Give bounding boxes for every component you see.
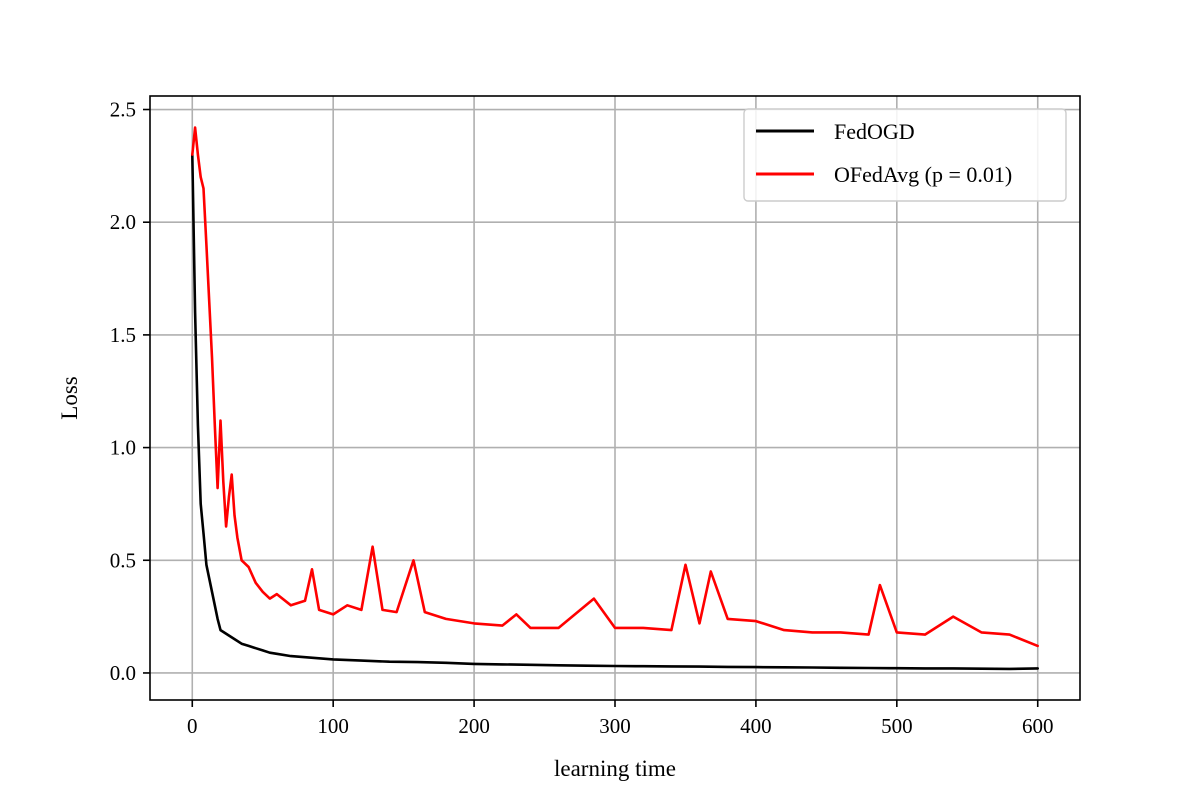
y-tick-label: 1.0 <box>110 436 136 460</box>
x-tick-label: 0 <box>187 714 198 738</box>
legend: FedOGD OFedAvg (p = 0.01) <box>743 108 1067 202</box>
series-line-ofedavg <box>191 126 1039 648</box>
x-tick-label: 500 <box>881 714 913 738</box>
axis-ticks: 0 100 200 300 400 500 600 0.0 0.5 1.0 1.5 2.0 2.5 <box>110 98 1054 738</box>
x-tick-label: 600 <box>1022 714 1054 738</box>
legend-label-ofedavg: OFedAvg (p = 0.01) <box>834 162 1012 187</box>
y-tick-label: 2.0 <box>110 210 136 234</box>
y-tick-label: 2.5 <box>110 98 136 122</box>
legend-label-fedogd: FedOGD <box>834 119 915 144</box>
y-tick-label: 0.0 <box>110 661 136 685</box>
y-tick-label: 1.5 <box>110 323 136 347</box>
x-tick-label: 400 <box>740 714 772 738</box>
series-lines <box>191 126 1039 671</box>
series-line-fedogd <box>191 153 1039 671</box>
x-tick-label: 200 <box>458 714 490 738</box>
y-tick-label: 0.5 <box>110 548 136 572</box>
x-axis-label: learning time <box>554 756 676 781</box>
x-tick-label: 100 <box>317 714 349 738</box>
y-axis-label: Loss <box>57 376 82 420</box>
x-tick-label: 300 <box>599 714 631 738</box>
legend-box <box>743 108 1067 202</box>
